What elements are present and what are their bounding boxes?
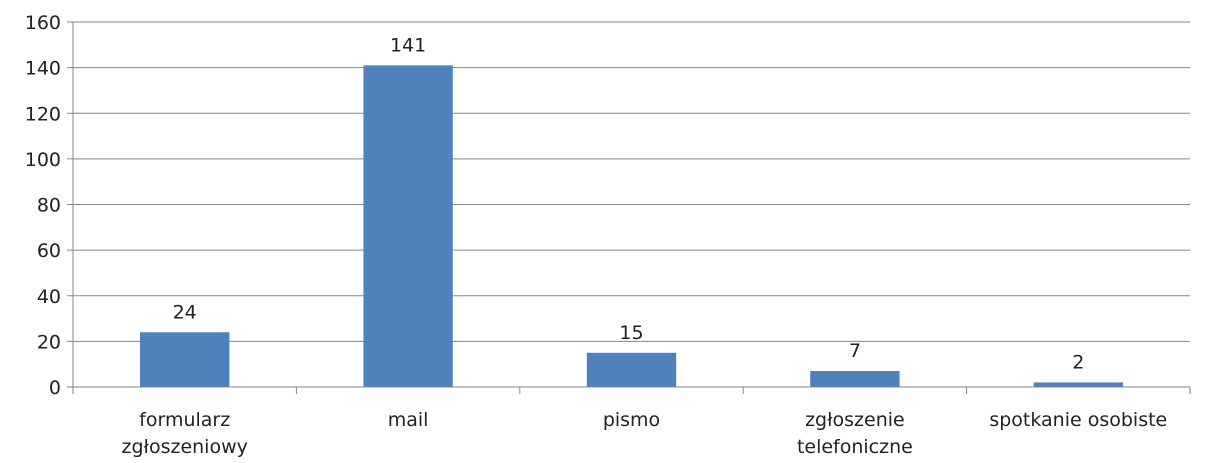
x-category-label: zgłoszenie	[805, 409, 905, 431]
bar	[1033, 382, 1123, 387]
x-category-label: mail	[388, 409, 429, 431]
data-label: 2	[1072, 351, 1084, 373]
y-tick-label: 80	[37, 195, 61, 217]
bar	[586, 352, 677, 387]
y-tick-label: 40	[37, 286, 61, 308]
y-tick-label: 100	[25, 149, 61, 171]
x-category-label: zgłoszeniowy	[122, 436, 248, 458]
bar	[810, 371, 900, 387]
y-tick-label: 160	[25, 12, 61, 34]
x-category-label: pismo	[603, 409, 660, 431]
x-category-label: spotkanie osobiste	[989, 409, 1167, 431]
data-labels: 24 141 15 7 2	[173, 34, 1085, 373]
axes	[67, 21, 1191, 394]
y-tick-label: 20	[37, 331, 61, 353]
y-tick-label: 60	[37, 240, 61, 262]
data-label: 141	[390, 34, 426, 56]
x-category-label: formularz	[139, 409, 230, 431]
y-tick-label: 0	[49, 377, 61, 399]
data-label: 24	[173, 301, 197, 323]
bars	[140, 65, 1123, 387]
gridlines	[73, 21, 1190, 342]
data-label: 7	[849, 340, 861, 362]
bar	[363, 65, 453, 387]
bar	[140, 332, 230, 387]
y-axis-tick-labels: 0 20 40 60 80 100 120 140 160	[25, 12, 61, 399]
y-tick-label: 140	[25, 58, 61, 80]
y-tick-label: 120	[25, 103, 61, 125]
data-label: 15	[619, 322, 643, 344]
x-category-label: telefoniczne	[797, 436, 913, 458]
x-axis-category-labels: formularz zgłoszeniowy mail pismo zgłoszenie…	[122, 409, 1168, 458]
